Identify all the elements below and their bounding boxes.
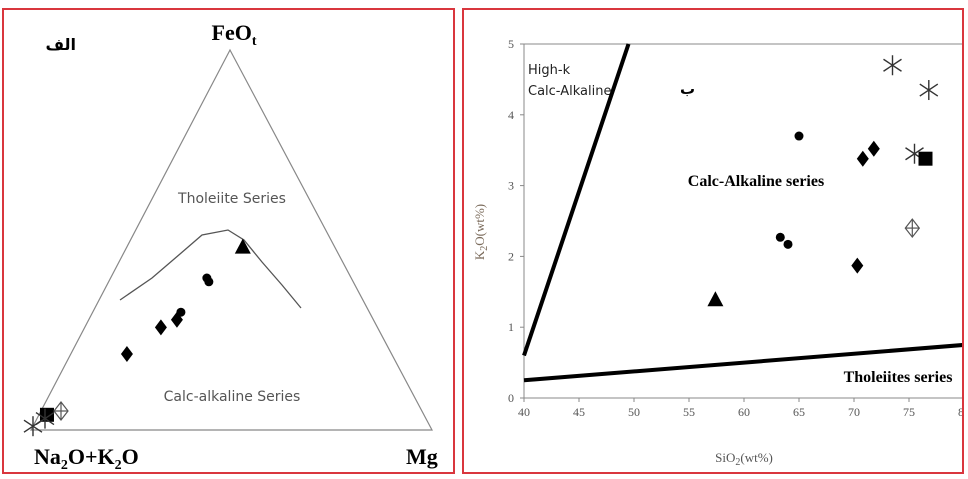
ternary-sample-points (23, 238, 251, 437)
y-tick-label: 4 (508, 108, 514, 122)
k2o-point-circle-9 (783, 239, 793, 249)
k2o-point-diamond-5 (867, 140, 880, 157)
ternary-diagram: الف FeOt Na2O+K2O Mg Tholeiite Series Ca… (23, 20, 438, 472)
k2o-point-circle-8 (775, 232, 785, 242)
region-label-calc-alkaline-series: Calc-Alkaline series (688, 173, 824, 190)
y-axis-label: K2O(wt%) (472, 204, 490, 260)
x-tick-label: 75 (903, 405, 915, 419)
series-boundary-lines (522, 43, 962, 383)
k2o-point-triangle-11 (707, 291, 724, 307)
ternary-triangle-outline (30, 48, 433, 431)
x-tick-label: 45 (573, 405, 585, 419)
y-tick-label: 2 (508, 249, 514, 263)
ternary-point-circle-2 (204, 277, 214, 287)
x-tick-label: 65 (793, 405, 805, 419)
x-tick-label: 60 (738, 405, 750, 419)
x-tick-label: 80 (958, 405, 962, 419)
y-tick-label: 1 (508, 320, 514, 334)
ternary-afm-panel: الف FeOt Na2O+K2O Mg Tholeiite Series Ca… (2, 8, 455, 474)
x-tick-label: 50 (628, 405, 640, 419)
boundary-line-0 (522, 43, 631, 357)
k2o-point-asterisk-1 (919, 80, 939, 101)
ternary-point-diamond-6 (120, 346, 133, 362)
y-tick-label: 0 (508, 391, 514, 405)
y-tick-label: 3 (508, 179, 514, 193)
vertex-label-right: Mg (406, 444, 438, 469)
y-tick-label: 5 (508, 37, 514, 51)
region-label-tholeiites-series: Tholeiites series (844, 369, 953, 386)
tholeiite-calc-alkaline-boundary (119, 229, 302, 309)
ternary-point-triangle-0 (234, 238, 251, 254)
panel-label-alef: الف (45, 35, 76, 54)
ternary-point-diamond-5 (154, 319, 167, 336)
k2o-point-square-3 (918, 151, 933, 166)
x-tick-label: 70 (848, 405, 860, 419)
x-tick-label: 55 (683, 405, 695, 419)
x-axis-label: SiO2(wt%) (715, 450, 773, 468)
region-label-calc-alkaline: Calc-Alkaline (528, 84, 611, 99)
ternary-point-diamond-open-cross-8 (53, 401, 69, 421)
k2o-point-diamond-10 (851, 257, 864, 274)
k2o-point-asterisk-0 (883, 55, 902, 76)
vertex-label-top: FeOt (212, 20, 257, 49)
panel-label-beh: ب (680, 80, 695, 98)
k2o-point-circle-4 (794, 131, 804, 141)
harker-k2o-sio2-panel: ب 404550556065707580012345 K2O(wt%) SiO2… (462, 8, 964, 474)
vertex-label-left: Na2O+K2O (34, 444, 139, 472)
ternary-point-asterisk-10 (23, 416, 43, 437)
x-tick-label: 40 (518, 405, 530, 419)
boundary-line-1 (523, 343, 962, 383)
region-label-high-k: High-k (528, 63, 571, 78)
ternary-point-diamond-4 (170, 311, 183, 328)
k2o-point-diamond-open-cross-7 (904, 218, 921, 239)
k2o-sample-points (707, 55, 939, 307)
k2o-point-diamond-6 (856, 150, 869, 167)
axis-ticks: 404550556065707580012345 (508, 37, 962, 419)
region-label-calc-alkaline: Calc-alkaline Series (164, 389, 301, 405)
region-label-tholeiite: Tholeiite Series (177, 191, 286, 207)
k2o-vs-sio2-chart: ب 404550556065707580012345 K2O(wt%) SiO2… (472, 37, 962, 468)
